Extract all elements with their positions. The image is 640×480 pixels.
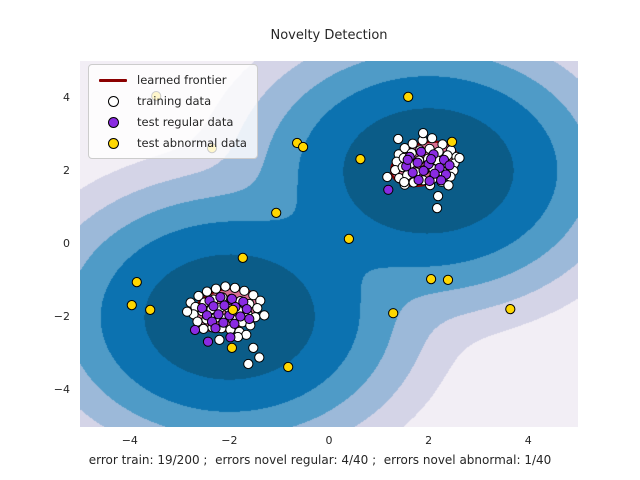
training-data-point (239, 285, 250, 296)
test-regular-data-point (196, 303, 208, 314)
test-abnormal-data-point (426, 274, 437, 285)
x-tick-label: −4 (121, 434, 138, 447)
test-regular-data-point (218, 317, 229, 328)
training-data-point (393, 133, 404, 145)
test-abnormal-data-point (505, 304, 516, 315)
x-tick-label: 0 (325, 434, 333, 447)
training-data-point (418, 128, 429, 139)
legend-label: learned frontier (137, 73, 227, 87)
training-data-point (182, 306, 193, 317)
legend-item-test-abnormal-data: test abnormal data (97, 135, 247, 151)
test-regular-data-point (436, 175, 447, 186)
test-regular-data-point (215, 292, 226, 303)
test-regular-data-point (219, 300, 230, 311)
test-regular-data-point (412, 157, 423, 168)
test-abnormal-data-point (126, 300, 137, 311)
training-data-point (382, 171, 393, 183)
test-regular-data-point (407, 167, 418, 178)
test-regular-data-point (229, 318, 240, 329)
test-regular-data-point (202, 336, 214, 347)
x-tick-label: 2 (425, 434, 433, 447)
test-regular-data-point (208, 301, 219, 312)
legend-label: test abnormal data (137, 136, 247, 150)
test-regular-data-point (444, 160, 455, 171)
y-tick-label: −4 (53, 383, 70, 397)
test-abnormal-data-point (227, 304, 238, 315)
test-regular-data-point (418, 165, 429, 176)
training-data-point (243, 358, 254, 370)
test-regular-data-point (213, 309, 224, 320)
test-abnormal-data-point (446, 136, 458, 148)
test-regular-data-point (383, 184, 394, 195)
training-data-point (443, 180, 454, 191)
legend: learned frontier training data test regu… (88, 64, 258, 159)
test-abnormal-data-point (355, 154, 366, 165)
training-data-marker-icon (97, 95, 129, 107)
training-data-point (214, 334, 225, 345)
test-regular-data-point (429, 168, 440, 179)
test-abnormal-data-point (298, 141, 309, 153)
training-data-point (433, 191, 444, 202)
test-regular-data-point (225, 332, 236, 343)
test-abnormal-marker-icon (97, 137, 129, 149)
test-regular-data-point (416, 146, 427, 157)
training-data-point (229, 282, 240, 293)
legend-item-learned-frontier: learned frontier (97, 72, 247, 88)
training-data-point (259, 310, 270, 321)
test-abnormal-data-point (343, 233, 354, 244)
test-regular-data-point (210, 323, 221, 334)
test-abnormal-data-point (388, 308, 399, 319)
test-regular-data-point (426, 154, 437, 165)
training-data-point (407, 138, 418, 149)
training-data-point (248, 342, 259, 353)
test-abnormal-data-point (403, 91, 414, 103)
test-regular-data-point (413, 174, 424, 186)
x-tick-label: −2 (221, 434, 238, 447)
training-data-point (241, 329, 252, 340)
test-abnormal-data-point (283, 361, 294, 373)
y-tick-label: 4 (63, 90, 70, 104)
error-summary-label: error train: 19/200 ; errors novel regul… (88, 453, 552, 467)
training-data-point (193, 290, 204, 302)
legend-label: test regular data (137, 115, 234, 129)
test-abnormal-data-point (271, 207, 282, 218)
training-data-point (198, 323, 209, 334)
test-abnormal-data-point (226, 342, 237, 353)
test-regular-data-point (424, 175, 435, 187)
chart-title: Novelty Detection (270, 28, 388, 43)
legend-item-test-regular-data: test regular data (97, 114, 247, 130)
training-data-point (210, 283, 222, 294)
legend-item-training-data: training data (97, 93, 247, 109)
test-abnormal-data-point (145, 304, 156, 315)
test-regular-data-point (402, 154, 413, 165)
test-abnormal-data-point (131, 277, 142, 288)
training-data-point (201, 286, 213, 297)
training-data-point (220, 281, 231, 292)
test-regular-data-point (189, 324, 201, 336)
training-data-point (432, 203, 443, 214)
training-data-point (399, 143, 410, 154)
training-data-point (454, 152, 465, 164)
y-tick-label: −2 (53, 310, 70, 324)
legend-label: training data (137, 94, 212, 108)
training-data-point (248, 290, 259, 301)
test-regular-data-point (244, 313, 255, 325)
training-data-point (252, 303, 263, 314)
y-tick-label: 2 (63, 163, 70, 177)
y-tick-label: 0 (63, 237, 70, 250)
x-tick-label: 4 (524, 434, 532, 447)
test-regular-marker-icon (97, 116, 129, 128)
training-data-point (254, 352, 265, 363)
test-regular-data-point (241, 304, 252, 315)
learned-frontier-line-icon (97, 78, 129, 82)
training-data-point (427, 133, 438, 144)
test-abnormal-data-point (442, 274, 454, 285)
test-abnormal-data-point (237, 252, 248, 263)
training-data-point (399, 177, 410, 188)
